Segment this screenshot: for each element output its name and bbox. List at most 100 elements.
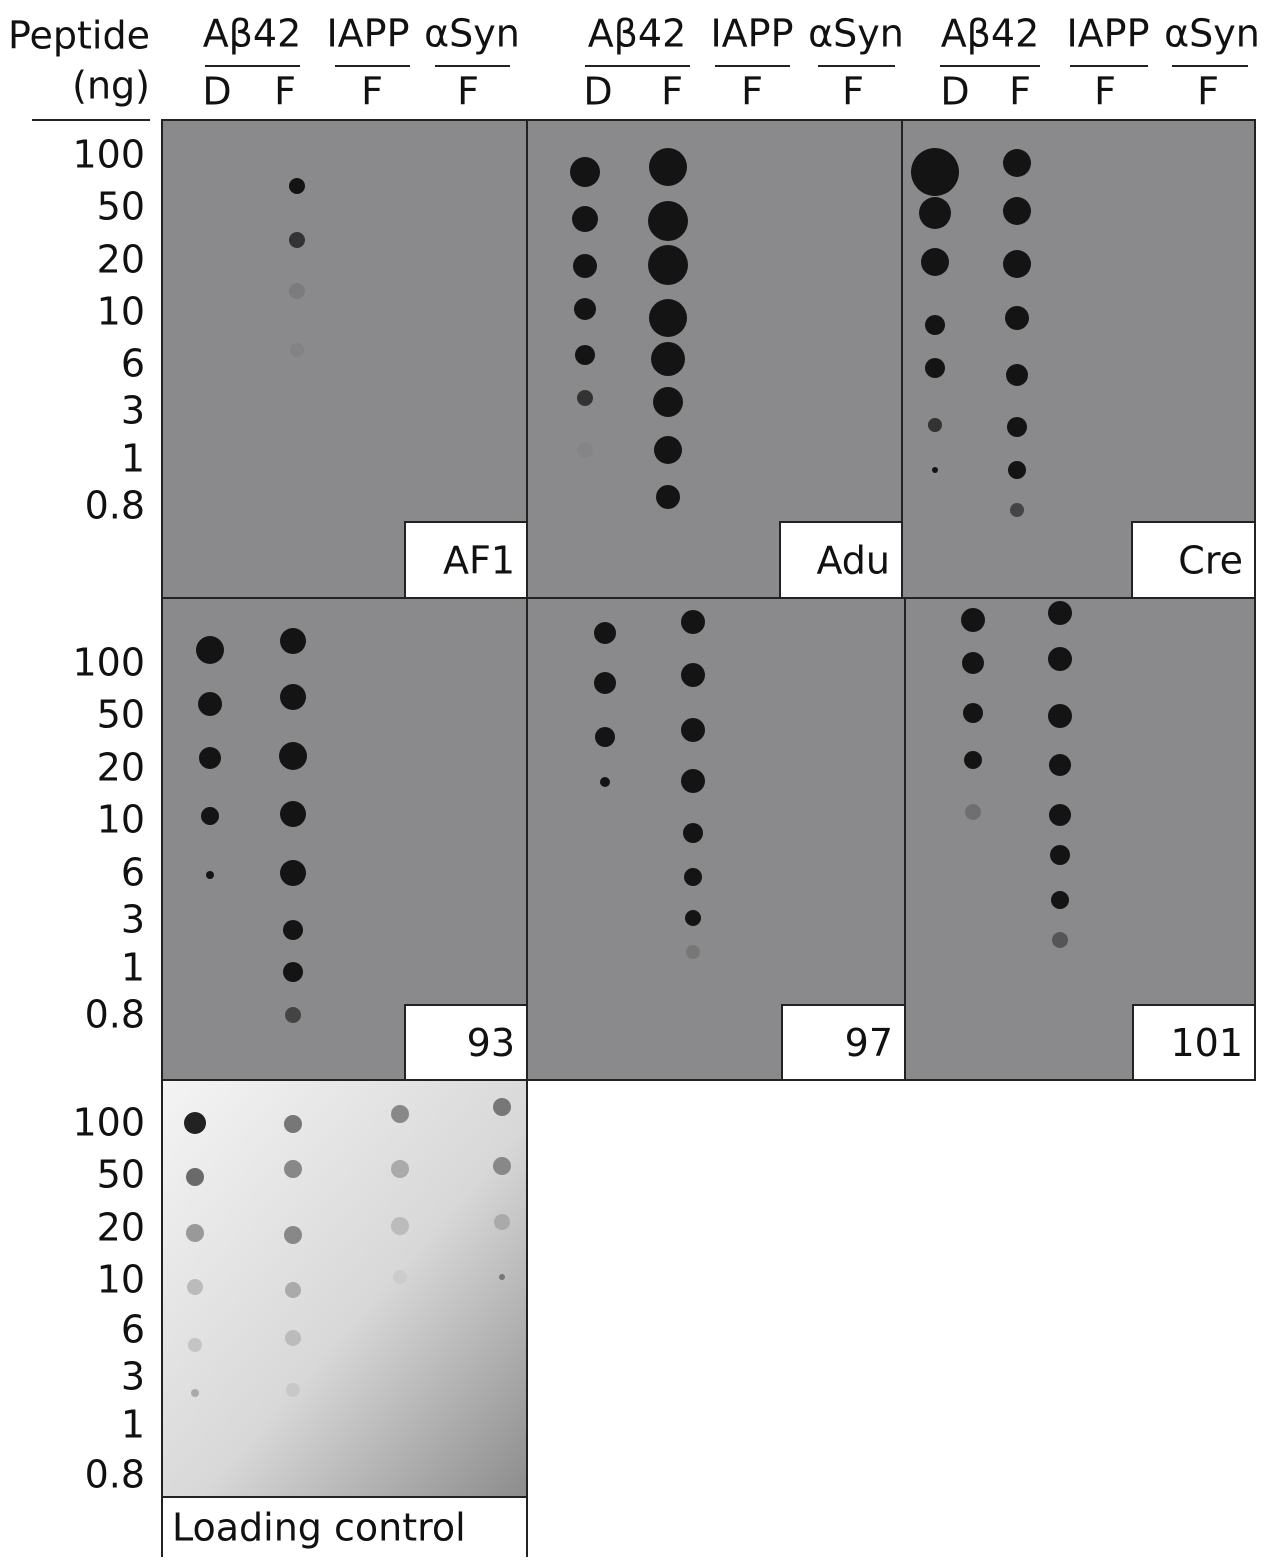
dot bbox=[594, 622, 616, 644]
dot bbox=[1048, 647, 1072, 671]
dot bbox=[654, 436, 682, 464]
panel-label-box bbox=[781, 1004, 906, 1081]
row-title: Peptide bbox=[8, 14, 150, 58]
dot bbox=[186, 1168, 204, 1186]
dot bbox=[206, 871, 214, 879]
dot bbox=[686, 945, 700, 959]
dot bbox=[493, 1098, 511, 1116]
blot bbox=[161, 597, 528, 1081]
panel-label-box bbox=[779, 521, 903, 599]
dot bbox=[284, 1115, 302, 1133]
dot bbox=[191, 1389, 199, 1397]
dot bbox=[289, 232, 305, 248]
peptide-label: Aβ42 bbox=[941, 12, 1040, 56]
blot bbox=[904, 597, 1256, 1081]
peptide-label: Aβ42 bbox=[588, 12, 687, 56]
amount-label: 1 bbox=[121, 437, 145, 481]
dot bbox=[285, 1282, 301, 1298]
amount-label: 6 bbox=[121, 1308, 145, 1352]
dot bbox=[1008, 461, 1026, 479]
dot bbox=[651, 342, 685, 376]
amount-label: 50 bbox=[97, 185, 145, 229]
amount-label: 50 bbox=[97, 1153, 145, 1197]
dot bbox=[684, 868, 702, 886]
dot bbox=[1049, 754, 1071, 776]
amount-label: 3 bbox=[121, 898, 145, 942]
dot bbox=[285, 1330, 301, 1346]
dot bbox=[965, 804, 981, 820]
dot bbox=[280, 684, 306, 710]
dot bbox=[928, 418, 942, 432]
dot bbox=[1052, 932, 1068, 948]
amount-label: 0.8 bbox=[85, 993, 145, 1037]
dot bbox=[653, 387, 683, 417]
dot bbox=[685, 910, 701, 926]
dot bbox=[595, 727, 615, 747]
dot bbox=[919, 197, 951, 229]
dot bbox=[921, 248, 949, 276]
panel-label: AF1 bbox=[443, 539, 515, 583]
peptide-label: Aβ42 bbox=[203, 12, 302, 56]
dot bbox=[572, 206, 598, 232]
dot bbox=[1003, 149, 1031, 177]
dot bbox=[1005, 306, 1029, 330]
row-title: (ng) bbox=[72, 64, 150, 108]
dot bbox=[1006, 364, 1028, 386]
dot bbox=[198, 692, 222, 716]
dot bbox=[1048, 704, 1072, 728]
amount-label: 1 bbox=[121, 946, 145, 990]
dot bbox=[963, 703, 983, 723]
amount-label: 1 bbox=[121, 1403, 145, 1447]
panel-label: 97 bbox=[845, 1021, 893, 1065]
amount-label: 6 bbox=[121, 851, 145, 895]
form-label: F bbox=[1094, 70, 1116, 114]
panel-label: Adu bbox=[816, 539, 890, 583]
form-label: F bbox=[661, 70, 683, 114]
dot bbox=[286, 1383, 300, 1397]
dot bbox=[284, 1226, 302, 1244]
panel-label-box bbox=[1131, 521, 1256, 599]
dot bbox=[964, 751, 982, 769]
dot bbox=[494, 1214, 510, 1230]
amount-label: 6 bbox=[121, 342, 145, 386]
panel-label-box bbox=[404, 521, 528, 599]
dot bbox=[201, 807, 219, 825]
dot bbox=[925, 358, 945, 378]
amount-label: 100 bbox=[72, 1101, 145, 1145]
dot bbox=[391, 1160, 409, 1178]
panel-label: Loading control bbox=[172, 1506, 466, 1550]
dot bbox=[391, 1105, 409, 1123]
amount-label: 10 bbox=[97, 1258, 145, 1302]
form-label: F bbox=[457, 70, 479, 114]
dot bbox=[493, 1157, 511, 1175]
panel-label: Cre bbox=[1178, 539, 1243, 583]
dot bbox=[1051, 891, 1069, 909]
dot bbox=[1048, 601, 1072, 625]
dot bbox=[283, 962, 303, 982]
blot bbox=[161, 1079, 528, 1498]
peptide-label: αSyn bbox=[424, 12, 520, 56]
dot bbox=[925, 315, 945, 335]
dot bbox=[648, 201, 688, 241]
dot bbox=[656, 485, 680, 509]
form-label: F bbox=[741, 70, 763, 114]
form-label: F bbox=[842, 70, 864, 114]
peptide-label: IAPP bbox=[710, 12, 793, 56]
amount-label: 50 bbox=[97, 693, 145, 737]
peptide-label: αSyn bbox=[1164, 12, 1260, 56]
form-label: D bbox=[940, 70, 969, 114]
dot bbox=[391, 1217, 409, 1235]
dot bbox=[393, 1270, 407, 1284]
amount-label: 20 bbox=[97, 1206, 145, 1250]
dot bbox=[573, 254, 597, 278]
dot bbox=[594, 672, 616, 694]
dot bbox=[279, 742, 307, 770]
form-label: D bbox=[583, 70, 612, 114]
dot bbox=[648, 245, 688, 285]
dot bbox=[289, 178, 305, 194]
dot bbox=[577, 390, 593, 406]
amount-label: 100 bbox=[72, 133, 145, 177]
dot bbox=[290, 343, 304, 357]
dot bbox=[681, 663, 705, 687]
